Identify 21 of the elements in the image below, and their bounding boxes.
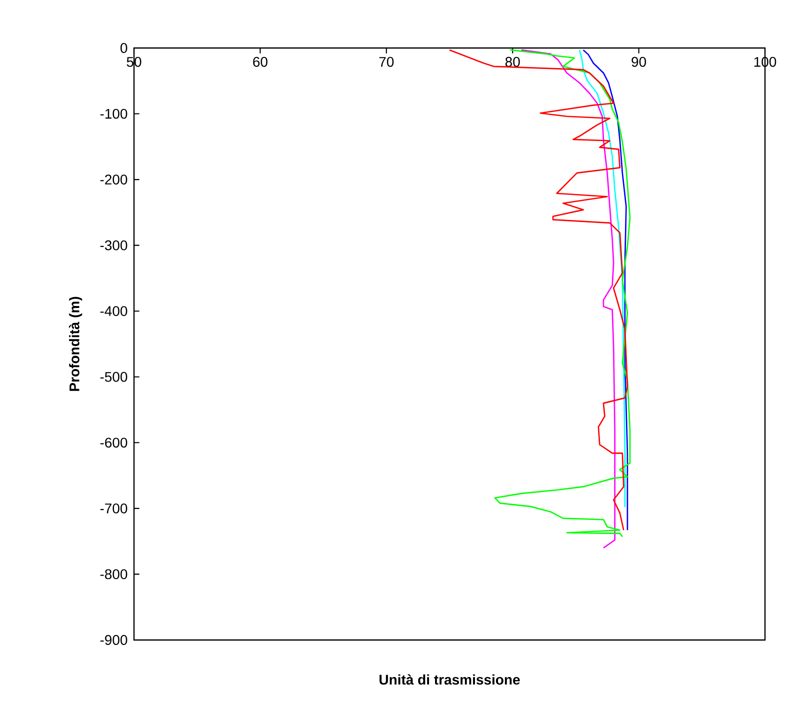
x-tick-label: 80: [505, 56, 520, 67]
y-tick-label: 0: [120, 43, 128, 53]
y-tick-label: -800: [100, 569, 128, 580]
y-tick-label: -900: [100, 635, 128, 645]
line-series: [494, 49, 631, 538]
y-tick-label: -600: [100, 438, 128, 448]
y-tick-label: -300: [100, 240, 128, 250]
x-tick-label: 90: [632, 56, 646, 67]
x-axis-title: Unità di trasmissione: [380, 674, 520, 685]
line-series: [448, 49, 628, 531]
line-series: [520, 49, 616, 549]
y-tick-label: -500: [100, 372, 128, 382]
x-tick-label: 70: [379, 56, 394, 67]
y-tick-label: -700: [100, 503, 128, 514]
line-series: [578, 49, 626, 508]
x-tick-label: 60: [253, 56, 268, 67]
line-series: [582, 49, 628, 531]
y-tick-label: -200: [100, 174, 128, 185]
y-tick-label: -400: [100, 306, 128, 316]
y-axis-title: Profondità (m): [68, 296, 82, 391]
y-tick-label: -100: [100, 108, 128, 119]
